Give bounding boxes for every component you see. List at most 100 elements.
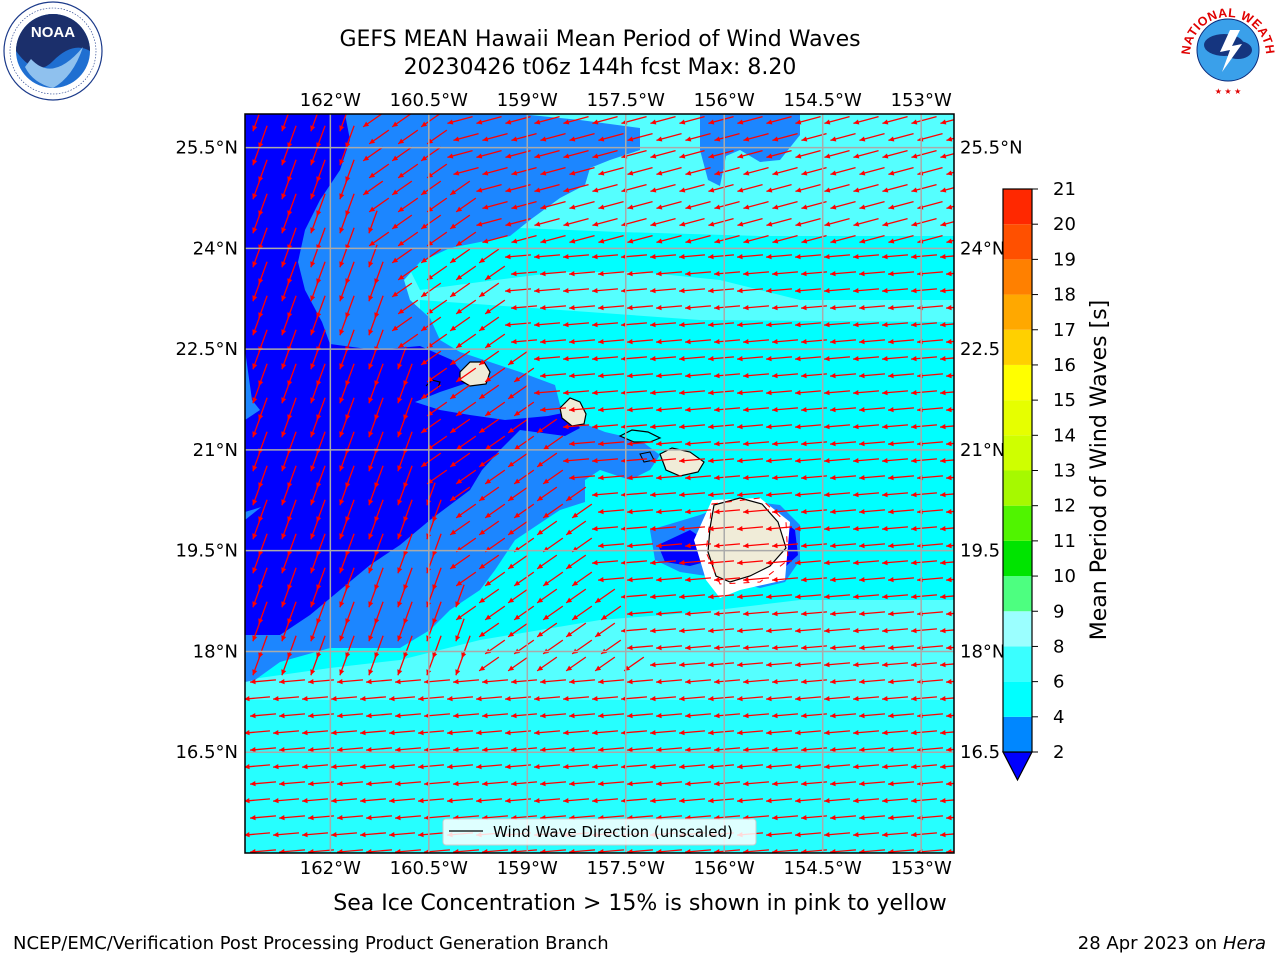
wave-arrow-head: [824, 424, 830, 430]
wave-arrow-head: [540, 373, 546, 379]
wave-arrow-head: [679, 254, 685, 260]
wave-arrow-head: [801, 305, 807, 311]
wave-arrow-head: [308, 679, 314, 685]
wave-arrow-head: [368, 363, 374, 370]
wave-arrow-head: [766, 153, 773, 159]
wave-arrow-head: [743, 238, 750, 244]
wave-arrow-head: [456, 478, 463, 484]
wave-arrow-head: [859, 543, 865, 549]
wave-arrow-head: [911, 798, 917, 804]
wave-arrow-head: [537, 427, 544, 433]
wave-arrow-head: [911, 594, 917, 600]
wave-arrow-head: [339, 159, 345, 166]
wave-arrow-head: [252, 567, 258, 574]
wave-arrow-head: [940, 730, 946, 736]
wave-arrow-head: [795, 187, 802, 193]
wave-arrow-head: [601, 614, 608, 620]
wave-arrow-head: [801, 441, 807, 447]
wave-arrow-head: [339, 669, 345, 676]
wave-arrow-head: [302, 764, 308, 770]
wave-arrow-head: [824, 458, 830, 464]
wave-arrow-head: [766, 119, 773, 125]
wave-arrow-head: [252, 669, 258, 676]
wave-arrow-head: [392, 325, 399, 331]
wave-arrow-head: [853, 798, 859, 804]
wave-arrow-head: [772, 373, 778, 379]
wave-arrow-head: [563, 153, 570, 159]
wave-arrow-head: [650, 119, 657, 125]
wave-arrow-head: [366, 713, 372, 719]
wave-arrow-head: [537, 529, 544, 535]
wave-arrow-head: [882, 492, 888, 498]
wave-arrow-head: [368, 329, 374, 336]
wave-arrow-head: [824, 594, 830, 600]
wave-arrow-head: [331, 764, 337, 770]
wave-arrow-head: [339, 431, 345, 438]
wave-arrow-head: [339, 261, 345, 268]
wave-arrow-head: [482, 238, 489, 244]
wave-arrow-head: [743, 645, 749, 651]
wave-arrow-head: [397, 669, 403, 676]
wave-arrow-head: [859, 509, 865, 515]
wave-arrow-head: [505, 322, 511, 328]
wave-arrow-head: [795, 526, 801, 532]
wave-arrow-head: [421, 393, 428, 399]
wave-arrow-head: [859, 849, 865, 853]
wave-arrow-head: [543, 614, 550, 620]
wave-arrow-head: [598, 170, 605, 176]
wave-arrow-head: [656, 577, 662, 583]
wave-arrow-head: [650, 458, 656, 464]
wave-arrow-head: [714, 136, 721, 142]
wave-arrow-head: [946, 204, 953, 210]
wave-arrow-head: [824, 187, 831, 193]
wave-arrow-head: [859, 136, 866, 142]
wave-arrow-head: [534, 187, 541, 193]
wave-arrow-head: [708, 730, 714, 736]
wave-arrow-head: [859, 747, 865, 753]
wave-arrow-head: [737, 390, 743, 396]
wave-arrow-head: [540, 271, 546, 277]
wave-arrow-head: [853, 322, 859, 328]
wave-arrow-head: [911, 764, 917, 770]
wave-arrow-head: [743, 611, 749, 617]
wave-arrow-head: [476, 696, 482, 702]
wave-arrow-head: [801, 373, 807, 379]
wave-arrow-head: [766, 832, 772, 838]
wave-arrow-head: [801, 679, 807, 685]
wave-arrow-head: [795, 764, 801, 770]
wave-arrow-head: [455, 635, 461, 642]
wave-arrow-head: [485, 444, 492, 450]
wave-arrow-head: [859, 407, 865, 413]
wave-arrow-head: [569, 713, 575, 719]
wave-arrow-head: [485, 580, 492, 586]
wave-arrow-head: [598, 713, 604, 719]
wave-arrow-head: [456, 206, 463, 212]
wave-arrow-head: [743, 849, 749, 853]
wave-arrow-head: [946, 170, 953, 176]
wave-arrow-head: [598, 577, 604, 583]
wave-arrow-head: [772, 136, 779, 142]
wave-arrow-head: [627, 747, 633, 753]
wave-arrow-head: [824, 221, 831, 227]
wave-arrow-head: [455, 601, 461, 608]
wave-arrow-head: [598, 543, 604, 549]
wave-arrow-head: [310, 601, 316, 608]
wave-arrow-head: [505, 153, 512, 159]
wave-arrow-head: [252, 193, 258, 200]
wave-arrow-head: [679, 119, 686, 125]
wave-arrow-head: [853, 832, 859, 838]
wave-arrow-head: [714, 170, 721, 176]
wave-arrow-head: [566, 529, 573, 535]
colorbar-tick-label: 6: [1053, 672, 1064, 693]
wave-arrow-head: [397, 635, 403, 642]
wave-arrow-head: [281, 125, 287, 132]
wave-arrow-head: [859, 204, 866, 210]
wave-arrow-head: [389, 798, 395, 804]
wave-arrow-head: [679, 424, 685, 430]
wave-arrow-head: [421, 189, 428, 195]
wave-arrow-head: [592, 458, 598, 464]
wave-arrow-head: [766, 764, 772, 770]
wave-arrow-head: [485, 376, 492, 382]
island-molokai: [618, 429, 662, 443]
wave-arrow-head: [946, 713, 952, 719]
